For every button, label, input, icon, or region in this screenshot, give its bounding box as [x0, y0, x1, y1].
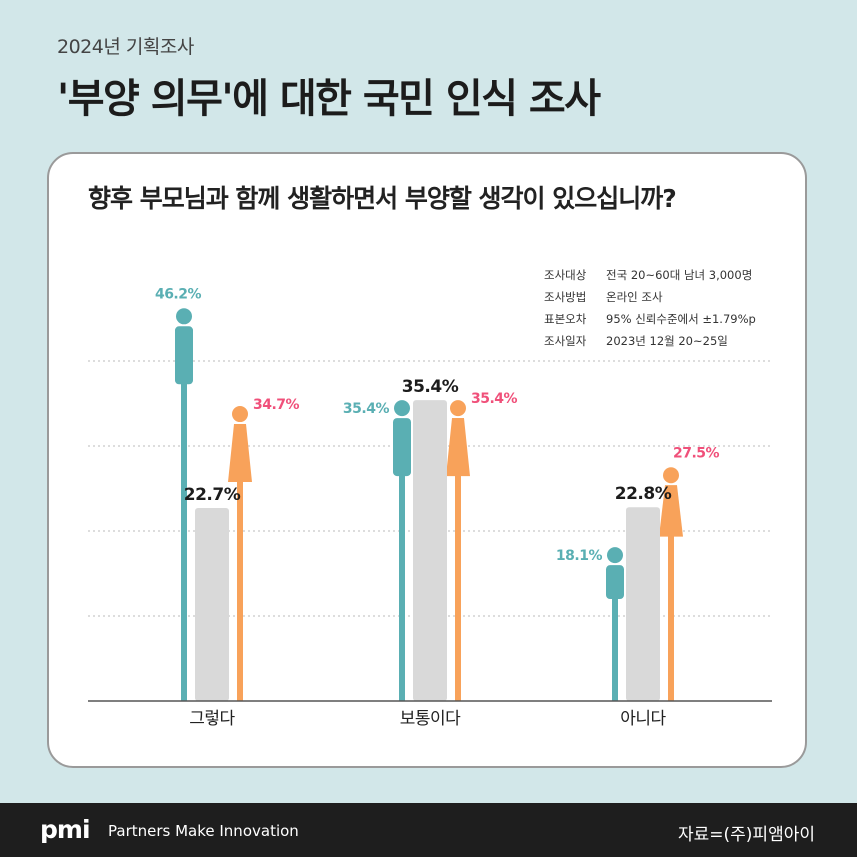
survey-info-key: 조사방법 [544, 290, 587, 304]
female-value-label: 34.7% [253, 397, 300, 413]
survey-info-row: 조사일자 2023년 12월 20~25일 [544, 330, 756, 352]
footer-tagline: Partners Make Innovation [108, 822, 299, 840]
survey-info-value: 온라인 조사 [606, 290, 663, 304]
survey-info-row: 조사방법 온라인 조사 [544, 286, 756, 308]
total-value-label: 35.4% [402, 377, 459, 397]
female-shoulder [452, 418, 464, 423]
male-figure [393, 400, 411, 701]
survey-info: 조사대상 전국 20~60대 남녀 3,000명 조사방법 온라인 조사 표본오… [544, 264, 756, 352]
female-shoulder [665, 485, 677, 490]
category-label: 그렇다 [189, 709, 235, 729]
female-leg [455, 474, 461, 701]
survey-info-key: 표본오차 [544, 312, 587, 326]
male-head [176, 308, 192, 325]
male-value-label: 46.2% [155, 286, 202, 302]
source-credit: 자료=(주)피앰아이 [678, 825, 815, 845]
female-figure [659, 467, 683, 701]
total-value-label: 22.8% [615, 484, 672, 504]
female-dress [228, 424, 252, 483]
male-leg [181, 382, 187, 701]
male-figure [606, 547, 624, 701]
page-title: '부양 의무'에 대한 국민 인식 조사 [57, 76, 601, 122]
survey-subtitle: 2024년 기획조사 [57, 36, 194, 58]
total-bar [413, 400, 447, 701]
total-bar [626, 507, 660, 701]
female-head [232, 406, 248, 423]
category-label: 아니다 [620, 709, 666, 729]
female-figure [228, 406, 252, 701]
male-value-label: 18.1% [556, 548, 603, 564]
female-head [450, 400, 466, 417]
survey-info-key: 조사일자 [544, 334, 587, 348]
survey-question: 향후 부모님과 함께 생활하면서 부양할 생각이 있으십니까? [88, 184, 677, 213]
female-value-label: 27.5% [673, 445, 720, 461]
footer-bar: pmi Partners Make Innovation 자료=(주)피앰아이 [0, 803, 857, 857]
survey-info-row: 조사대상 전국 20~60대 남녀 3,000명 [544, 264, 756, 286]
male-figure [175, 308, 193, 701]
survey-info-key: 조사대상 [544, 268, 587, 282]
total-bar [195, 508, 229, 701]
female-leg [668, 534, 674, 701]
male-torso [393, 418, 411, 477]
male-torso [606, 565, 624, 599]
survey-info-value: 2023년 12월 20~25일 [606, 334, 728, 348]
male-head [607, 547, 623, 564]
total-value-label: 22.7% [184, 485, 241, 505]
female-dress [659, 485, 683, 537]
category-label: 보통이다 [400, 709, 461, 729]
survey-info-row: 표본오차 95% 신뢰수준에서 ±1.79%p [544, 308, 756, 330]
male-leg [399, 474, 405, 701]
female-shoulder [234, 424, 246, 429]
female-figure [446, 400, 470, 701]
female-head [663, 467, 679, 484]
male-torso [175, 326, 193, 385]
female-value-label: 35.4% [471, 391, 518, 407]
male-head [394, 400, 410, 417]
female-dress [446, 418, 470, 477]
survey-info-value: 전국 20~60대 남녀 3,000명 [606, 268, 753, 282]
female-leg [237, 480, 243, 701]
pmi-logo: pmi [40, 815, 91, 844]
survey-info-value: 95% 신뢰수준에서 ±1.79%p [606, 312, 756, 326]
male-leg [612, 596, 618, 701]
male-value-label: 35.4% [343, 401, 390, 417]
